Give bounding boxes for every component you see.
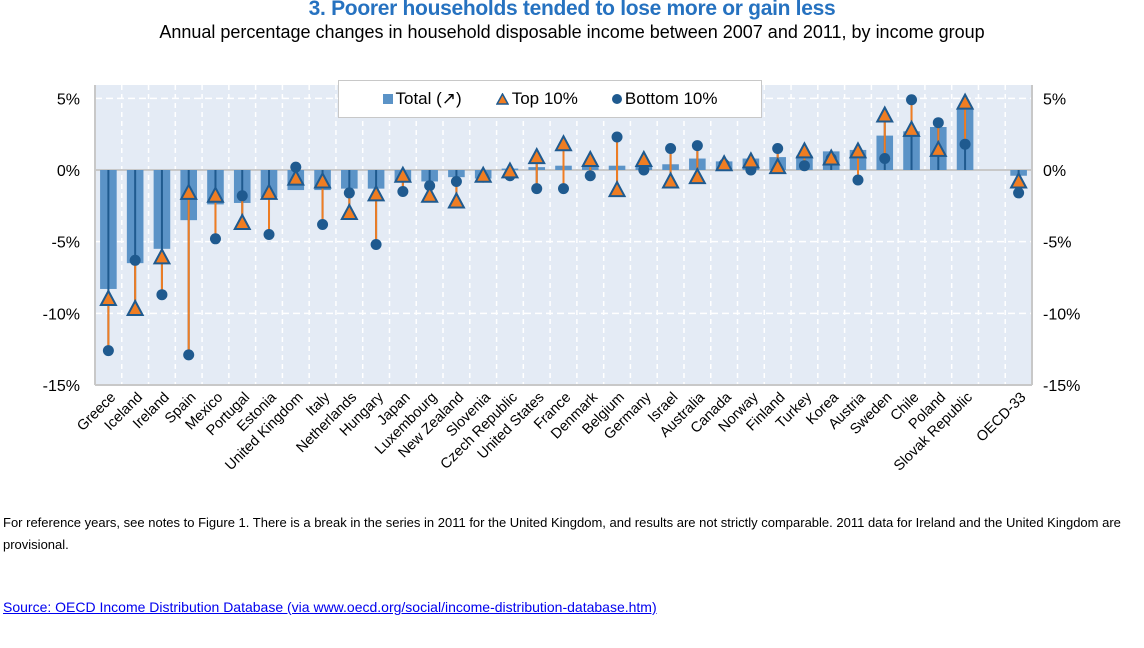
top-10-marker <box>688 167 707 185</box>
top-10-marker <box>125 298 145 317</box>
bottom-10-marker <box>156 289 168 301</box>
bottom-10-marker <box>772 143 784 154</box>
bottom-10-marker <box>129 254 141 266</box>
top-10-marker <box>420 185 439 203</box>
bottom-10-marker <box>879 153 891 165</box>
top-10-marker <box>393 165 413 183</box>
top-10-marker <box>474 165 493 183</box>
bottom-10-marker <box>290 161 302 173</box>
y-tick-label-left: -10% <box>43 306 80 323</box>
top-10-marker <box>340 202 359 220</box>
plot-area <box>95 85 1032 385</box>
bottom-10-marker <box>183 349 195 361</box>
top-10-marker <box>527 146 546 165</box>
bottom-10-marker <box>665 143 677 154</box>
legend-item-total: Total (↗) <box>382 89 462 109</box>
top-10-marker <box>607 179 627 198</box>
top-10-marker <box>929 139 948 157</box>
dot-marker-icon <box>611 94 622 104</box>
bottom-10-marker <box>1013 187 1025 199</box>
bottom-10-marker <box>932 117 944 129</box>
bottom-10-marker <box>798 160 810 172</box>
y-tick-label-left: -15% <box>43 378 80 395</box>
top-10-marker <box>313 171 332 189</box>
top-10-marker <box>366 184 386 202</box>
top-10-marker <box>1009 171 1028 189</box>
triangle-marker-icon <box>495 93 509 105</box>
y-tick-label-right: -10% <box>1043 306 1080 323</box>
chart-legend: Total (↗) Top 10% Bottom 10% <box>338 80 762 118</box>
y-tick-label-right: -5% <box>1043 235 1071 252</box>
top-10-marker <box>768 157 787 175</box>
x-tick-label: OECD-33 <box>974 390 1030 446</box>
bottom-10-marker <box>102 345 114 357</box>
bottom-10-marker <box>611 131 623 143</box>
bottom-10-marker <box>906 94 918 106</box>
bottom-10-marker <box>450 175 462 187</box>
bottom-10-marker <box>959 138 971 150</box>
y-tick-label-left: 0% <box>57 163 80 180</box>
bottom-10-marker <box>397 186 409 197</box>
top-10-marker <box>500 161 520 179</box>
top-10-marker <box>661 171 680 189</box>
chart-note: For reference years, see notes to Figure… <box>3 515 1121 552</box>
bottom-10-marker <box>584 170 596 182</box>
legend-label-top: Top 10% <box>511 89 578 108</box>
chart-subtitle: Annual percentage changes in household d… <box>159 22 985 42</box>
top-10-marker <box>634 149 653 167</box>
top-10-marker <box>795 141 814 159</box>
top-10-marker <box>822 148 841 166</box>
top-10-marker <box>848 141 868 159</box>
bottom-10-marker <box>691 140 703 152</box>
top-10-marker <box>233 212 252 231</box>
bottom-10-marker <box>209 233 221 245</box>
top-10-marker <box>99 288 118 306</box>
legend-item-bottom: Bottom 10% <box>611 89 718 109</box>
legend-label-bottom: Bottom 10% <box>624 89 718 108</box>
legend-item-top: Top 10% <box>495 89 578 109</box>
bottom-10-marker <box>370 239 382 251</box>
bottom-10-marker <box>558 183 569 195</box>
chart-title: 3. Poorer households tended to lose more… <box>308 0 836 20</box>
top-10-marker <box>152 247 172 265</box>
bottom-10-marker <box>236 190 248 202</box>
y-tick-label-left: 5% <box>57 91 80 108</box>
top-10-marker <box>741 151 761 169</box>
top-10-marker <box>179 182 198 200</box>
top-10-marker <box>581 149 600 167</box>
top-10-marker <box>206 185 225 203</box>
top-10-marker <box>447 191 466 209</box>
y-tick-label-right: 5% <box>1043 91 1066 108</box>
bottom-10-marker <box>638 164 650 176</box>
top-10-marker <box>714 154 734 172</box>
bottom-10-marker <box>317 218 329 230</box>
top-10-marker <box>902 119 921 137</box>
bottom-10-marker <box>852 174 864 186</box>
chart: 5% 5%0% 0%-5% -5%-10% -10%-15% -15%GreeceIcel… <box>43 85 1080 474</box>
top-10-marker <box>259 182 279 200</box>
y-tick-label-right: -15% <box>1043 378 1080 395</box>
y-tick-label-right: 0% <box>1043 163 1066 180</box>
top-10-marker <box>875 105 894 123</box>
y-tick-label-left: -5% <box>52 235 80 252</box>
bar-swatch-icon <box>382 94 393 104</box>
bottom-10-marker <box>263 229 275 240</box>
bottom-10-marker <box>531 183 543 195</box>
top-10-marker <box>554 134 573 152</box>
legend-label-total: Total (↗) <box>395 89 462 108</box>
bottom-10-marker <box>343 187 355 199</box>
source-link[interactable]: Source: OECD Income Distribution Databas… <box>3 599 657 615</box>
top-10-marker <box>286 168 305 186</box>
top-10-marker <box>955 92 975 110</box>
